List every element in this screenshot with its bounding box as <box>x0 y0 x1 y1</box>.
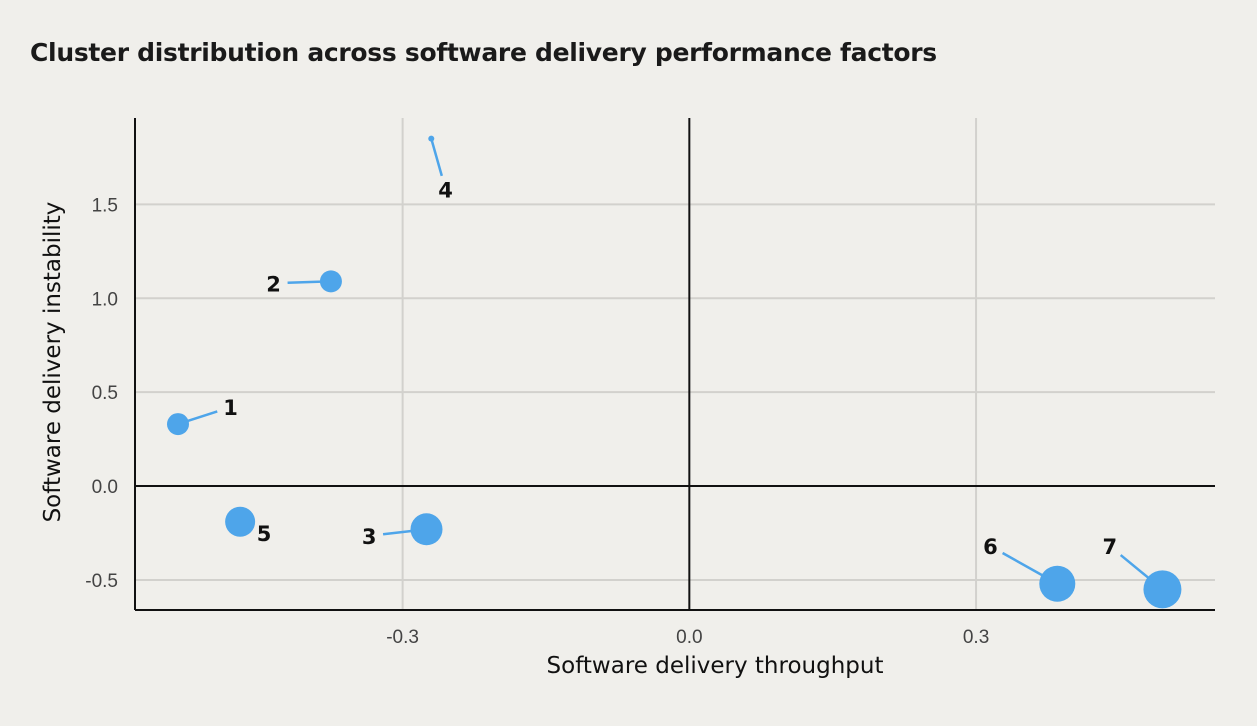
axes <box>134 118 1215 611</box>
cluster-point-7 <box>1143 570 1182 609</box>
y-tick-label: 0.5 <box>92 383 118 404</box>
leader-line-1 <box>186 410 218 423</box>
y-tick-label: -0.5 <box>85 571 118 592</box>
cluster-label-5: 5 <box>257 522 272 546</box>
cluster-label-1: 1 <box>223 396 238 420</box>
leader-line-2 <box>287 280 322 285</box>
x-tick-label: 0.0 <box>676 627 702 648</box>
leader-line-4 <box>430 139 444 177</box>
grid-lines <box>135 118 1215 610</box>
point-labels: 1 2 3 4 5 6 7 <box>223 178 1117 559</box>
cluster-label-3: 3 <box>362 525 377 549</box>
cluster-point-2 <box>319 270 342 293</box>
cluster-label-2: 2 <box>266 272 281 296</box>
leader-line-6 <box>1001 551 1044 577</box>
tick-labels: -0.5 0.0 0.5 1.0 1.5 -0.3 0.0 0.3 <box>85 195 989 648</box>
cluster-point-6 <box>1039 565 1076 602</box>
y-tick-label: 1.0 <box>92 289 118 310</box>
chart-title: Cluster distribution across software del… <box>30 38 937 67</box>
x-tick-label: -0.3 <box>386 627 419 648</box>
data-points <box>167 135 1182 609</box>
cluster-label-6: 6 <box>983 535 998 559</box>
y-tick-label: 0.0 <box>92 477 118 498</box>
cluster-point-3 <box>410 513 443 546</box>
cluster-label-4: 4 <box>438 178 453 202</box>
cluster-point-1 <box>167 413 190 436</box>
leader-line-3 <box>382 529 413 536</box>
x-axis-title: Software delivery throughput <box>547 653 884 679</box>
cluster-point-5 <box>225 506 256 537</box>
cluster-point-4 <box>428 135 435 142</box>
cluster-label-7: 7 <box>1103 535 1118 559</box>
leader-line-7 <box>1119 554 1151 580</box>
leader-lines <box>186 139 1151 580</box>
x-tick-label: 0.3 <box>963 627 989 648</box>
y-axis-title: Software delivery instability <box>40 202 66 523</box>
y-tick-label: 1.5 <box>92 195 118 216</box>
